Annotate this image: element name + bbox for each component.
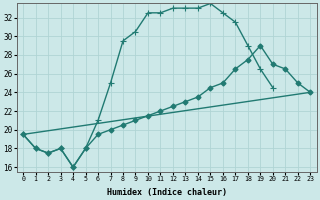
X-axis label: Humidex (Indice chaleur): Humidex (Indice chaleur) <box>107 188 227 197</box>
